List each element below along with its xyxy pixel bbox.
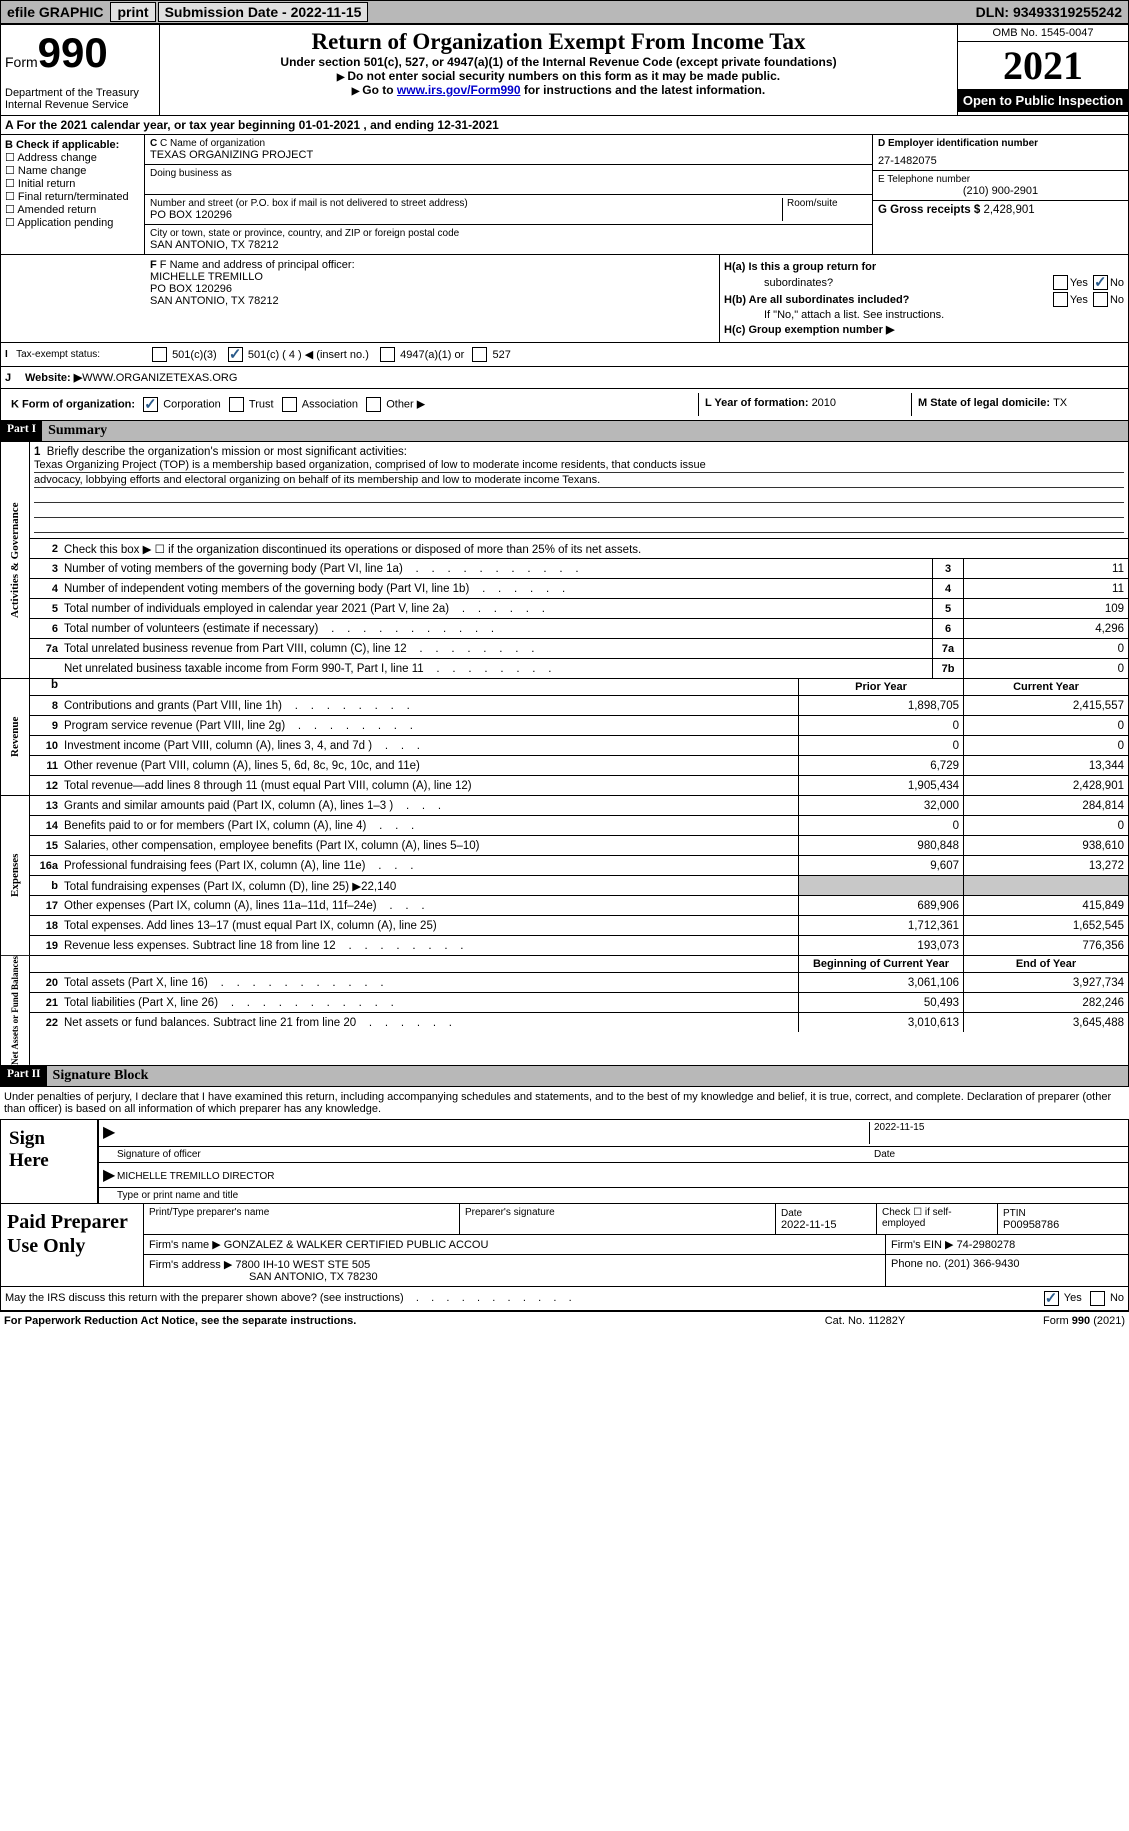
ha-no[interactable] xyxy=(1093,275,1108,290)
officer-name: MICHELLE TREMILLO xyxy=(150,271,715,283)
irs-label: Internal Revenue Service xyxy=(5,99,155,111)
cb-pending[interactable]: ☐ Application pending xyxy=(5,216,140,229)
cb-amended[interactable]: ☐ Amended return xyxy=(5,203,140,216)
dba-label: Doing business as xyxy=(150,168,867,179)
form-word: Form xyxy=(5,54,38,70)
side-activities: Activities & Governance xyxy=(1,442,30,678)
omb-number: OMB No. 1545-0047 xyxy=(958,25,1128,42)
row-a: A For the 2021 calendar year, or tax yea… xyxy=(0,116,1129,135)
side-expenses: Expenses xyxy=(1,796,30,955)
subtitle-2: Do not enter social security numbers on … xyxy=(164,69,953,83)
side-net: Net Assets or Fund Balances xyxy=(1,956,30,1065)
officer-city: SAN ANTONIO, TX 78212 xyxy=(150,295,715,307)
cb-address[interactable]: ☐ Address change xyxy=(5,151,140,164)
f-label: F F Name and address of principal office… xyxy=(150,259,715,271)
hb-no[interactable] xyxy=(1093,292,1108,307)
cb-527[interactable] xyxy=(472,347,487,362)
submission-date-button[interactable]: Submission Date - 2022-11-15 xyxy=(158,2,369,22)
subtitle-1: Under section 501(c), 527, or 4947(a)(1)… xyxy=(164,55,953,69)
section-f-h: F F Name and address of principal office… xyxy=(0,255,1129,343)
print-button[interactable]: print xyxy=(110,2,155,22)
c-name-label: C C Name of organization xyxy=(150,138,867,149)
cb-501c[interactable] xyxy=(228,347,243,362)
irs-link[interactable]: www.irs.gov/Form990 xyxy=(397,83,521,97)
part2-header: Part IISignature Block xyxy=(0,1066,1129,1087)
paid-preparer: Paid Preparer Use Only Print/Type prepar… xyxy=(0,1204,1129,1287)
cb-other[interactable] xyxy=(366,397,381,412)
org-name: TEXAS ORGANIZING PROJECT xyxy=(150,149,867,161)
top-toolbar: efile GRAPHIC print Submission Date - 20… xyxy=(0,0,1129,24)
cb-assoc[interactable] xyxy=(282,397,297,412)
officer-sig-name: MICHELLE TREMILLO DIRECTOR xyxy=(117,1165,1124,1185)
form-title: Return of Organization Exempt From Incom… xyxy=(164,29,953,55)
may-no[interactable] xyxy=(1090,1291,1105,1306)
receipts: 2,428,901 xyxy=(983,204,1034,216)
section-b-c-d: B Check if applicable: ☐ Address change … xyxy=(0,135,1129,255)
website-row: JWebsite: ▶ WWW.ORGANIZETEXAS.ORG xyxy=(0,367,1129,389)
k-l-m-row: K Form of organization: Corporation Trus… xyxy=(0,389,1129,421)
dln-label: DLN: 93493319255242 xyxy=(970,2,1128,22)
cb-501c3[interactable] xyxy=(152,347,167,362)
ein: 27-1482075 xyxy=(878,155,1123,167)
city: SAN ANTONIO, TX 78212 xyxy=(150,239,867,251)
b-header: B Check if applicable: xyxy=(5,139,140,151)
tax-status-row: I Tax-exempt status: 501(c)(3) 501(c) ( … xyxy=(0,343,1129,367)
cb-trust[interactable] xyxy=(229,397,244,412)
mission-1: Texas Organizing Project (TOP) is a memb… xyxy=(34,459,1124,473)
may-discuss-row: May the IRS discuss this return with the… xyxy=(0,1287,1129,1311)
ha-yes[interactable] xyxy=(1053,275,1068,290)
open-inspection: Open to Public Inspection xyxy=(958,89,1128,112)
cb-initial[interactable]: ☐ Initial return xyxy=(5,177,140,190)
mission-2: advocacy, lobbying efforts and electoral… xyxy=(34,474,1124,488)
hb-yes[interactable] xyxy=(1053,292,1068,307)
d-ein-label: D Employer identification number xyxy=(878,138,1123,149)
website: WWW.ORGANIZETEXAS.ORG xyxy=(82,372,237,384)
phone: (210) 900-2901 xyxy=(878,185,1123,197)
form-header: Form990 Department of the Treasury Inter… xyxy=(0,24,1129,116)
g-receipts-label: G Gross receipts $ xyxy=(878,204,983,216)
may-yes[interactable] xyxy=(1044,1291,1059,1306)
addr-label: Number and street (or P.O. box if mail i… xyxy=(150,198,782,209)
cb-corp[interactable] xyxy=(143,397,158,412)
form-number: 990 xyxy=(38,29,108,76)
page-footer: For Paperwork Reduction Act Notice, see … xyxy=(0,1311,1129,1330)
addr: PO BOX 120296 xyxy=(150,209,782,221)
city-label: City or town, state or province, country… xyxy=(150,228,867,239)
side-revenue: Revenue xyxy=(1,679,30,795)
summary-table: Activities & Governance 1 Briefly descri… xyxy=(0,442,1129,1066)
cb-4947[interactable] xyxy=(380,347,395,362)
cb-name[interactable]: ☐ Name change xyxy=(5,164,140,177)
part1-header: Part ISummary xyxy=(0,421,1129,442)
cb-final[interactable]: ☐ Final return/terminated xyxy=(5,190,140,203)
efile-label: efile GRAPHIC xyxy=(1,2,109,22)
e-phone-label: E Telephone number xyxy=(878,174,1123,185)
room-label: Room/suite xyxy=(782,198,867,221)
subtitle-3: Go to www.irs.gov/Form990 for instructio… xyxy=(164,83,953,97)
tax-year: 2021 xyxy=(958,42,1128,89)
perjury-declaration: Under penalties of perjury, I declare th… xyxy=(0,1087,1129,1119)
sign-here: Sign Here ▶2022-11-15 Signature of offic… xyxy=(0,1119,1129,1204)
officer-addr: PO BOX 120296 xyxy=(150,283,715,295)
dept-label: Department of the Treasury xyxy=(5,87,155,99)
